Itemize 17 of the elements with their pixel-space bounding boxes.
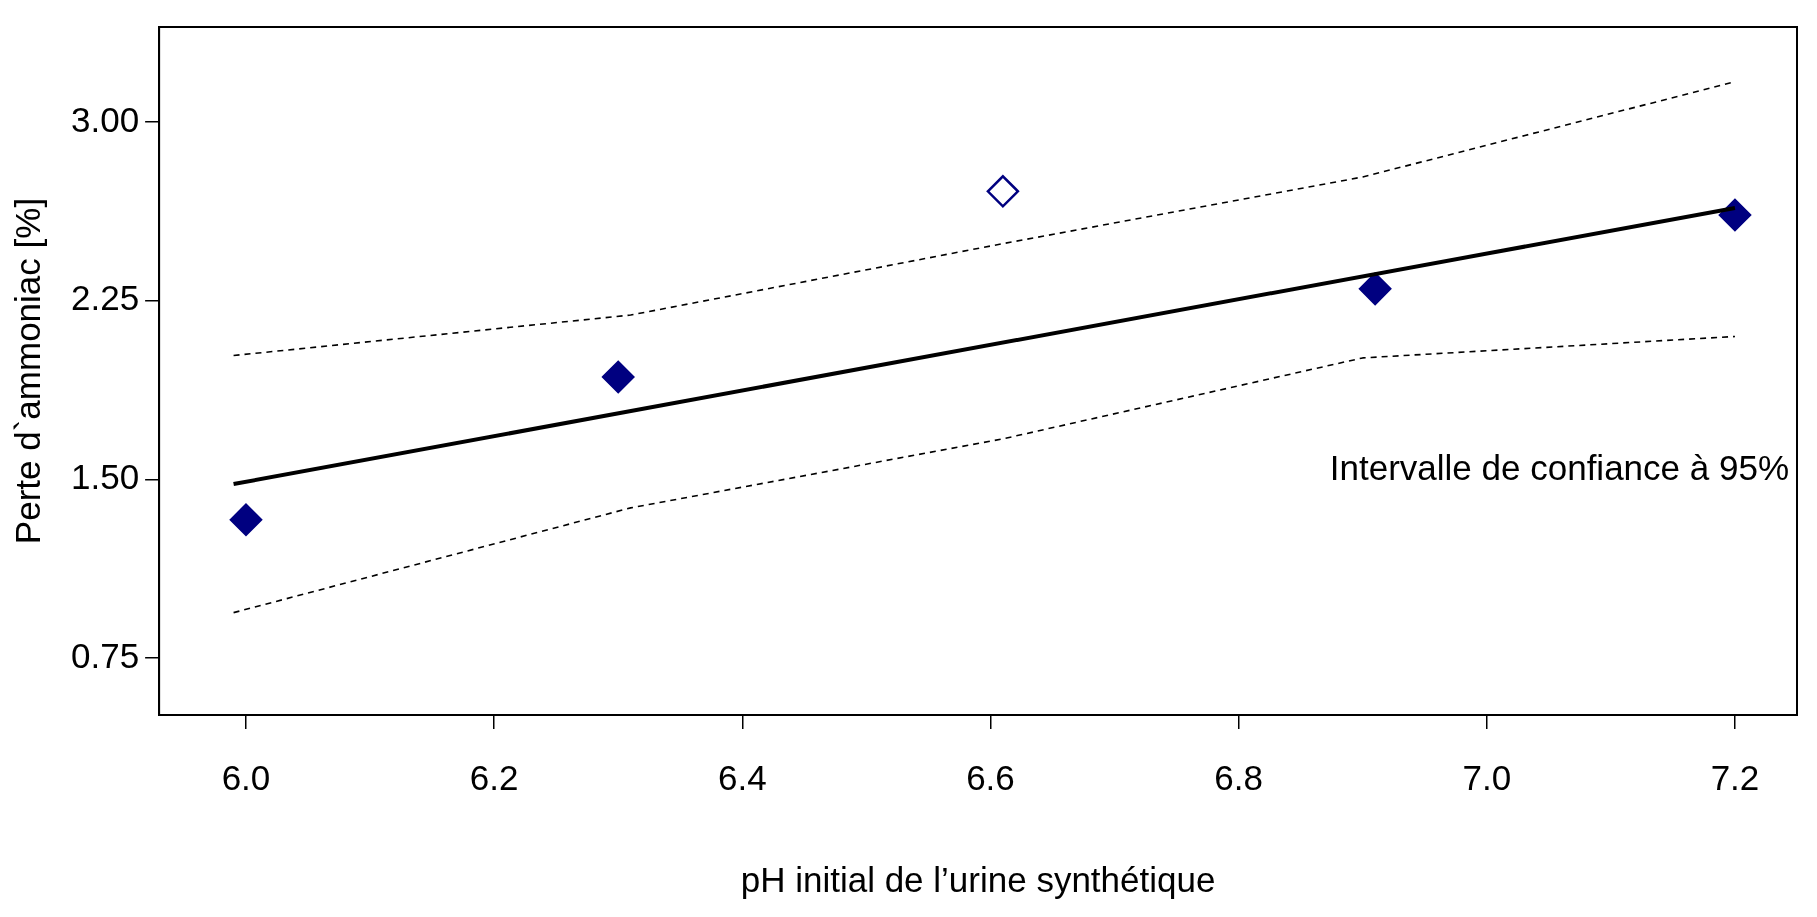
x-tick-label: 7.0 bbox=[1462, 757, 1512, 797]
y-tick-label: 0.75 bbox=[71, 635, 140, 675]
x-tick-label: 7.2 bbox=[1710, 757, 1760, 797]
y-tick-label: 1.50 bbox=[71, 456, 140, 496]
point bbox=[601, 360, 635, 394]
x-tick-label: 6.6 bbox=[966, 757, 1015, 797]
point bbox=[229, 503, 263, 537]
x-tick-label: 6.2 bbox=[469, 757, 519, 797]
y-tick-label: 3.00 bbox=[71, 99, 140, 139]
y-axis-title: Perte d`ammoniac [%] bbox=[7, 197, 47, 545]
x-axis-title: pH initial de l’urine synthétique bbox=[740, 859, 1216, 899]
x-tick-label: 6.4 bbox=[717, 757, 767, 797]
point bbox=[986, 175, 1020, 208]
x-tick-label: 6.0 bbox=[221, 757, 271, 797]
annotation: Intervalle de confiance à 95% bbox=[1329, 448, 1789, 488]
y-tick-label: 2.25 bbox=[71, 278, 140, 318]
x-tick-label: 6.8 bbox=[1214, 757, 1263, 797]
